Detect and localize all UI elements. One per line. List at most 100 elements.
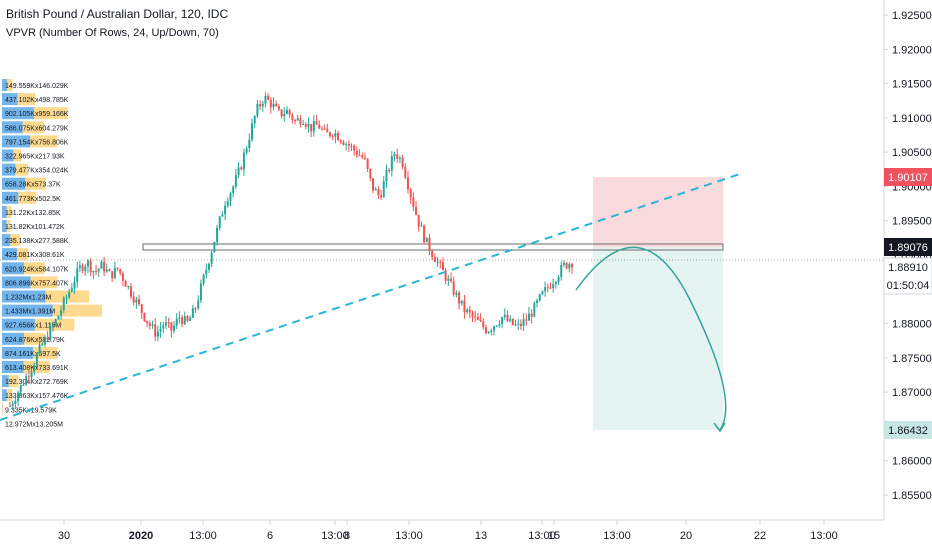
- candle-body: [410, 189, 412, 197]
- candle-body: [442, 262, 444, 270]
- stop-loss-zone[interactable]: [593, 177, 723, 247]
- candle-body: [203, 275, 205, 284]
- candle-body: [68, 292, 70, 297]
- candle-body: [450, 279, 452, 281]
- time-tick-label: 20: [680, 530, 692, 542]
- candle-body: [520, 324, 522, 326]
- candle-body: [9, 406, 11, 407]
- candle-body: [44, 337, 46, 344]
- candle-body: [192, 308, 194, 318]
- candle-body: [246, 148, 248, 153]
- candle-body: [506, 315, 508, 321]
- candle-body: [173, 326, 175, 331]
- vp-row-label: 461.773Kx502.5K: [5, 196, 61, 203]
- vp-row-label: 806.896Kx757.407K: [5, 280, 69, 287]
- countdown-text: 01:50:04: [887, 280, 930, 292]
- candle-body: [504, 315, 506, 317]
- candle-body: [47, 337, 49, 340]
- candle-body: [380, 195, 382, 197]
- candle-body: [232, 187, 234, 193]
- time-tick-label: 22: [754, 530, 766, 542]
- candle-body: [466, 310, 468, 312]
- candle-body: [205, 270, 207, 275]
- candle-body: [447, 279, 449, 281]
- candle-body: [307, 124, 309, 127]
- price-tick-label: 1.89500: [892, 216, 932, 228]
- candle-body: [501, 317, 503, 324]
- vp-row-label: 133.863Kx157.476K: [5, 393, 69, 400]
- candle-body: [95, 271, 97, 272]
- candle-body: [485, 327, 487, 333]
- candle-body: [552, 284, 554, 288]
- time-tick-label: 2020: [129, 530, 153, 542]
- candle-body: [189, 318, 191, 321]
- candle-body: [385, 170, 387, 181]
- candle-body: [463, 301, 465, 313]
- vp-row-label: 192.304Kx272.769K: [5, 379, 69, 386]
- candle-body: [302, 124, 304, 125]
- candle-body: [22, 385, 24, 386]
- vp-row-label: 322.965Kx217.93K: [5, 154, 65, 161]
- candle-body: [364, 157, 366, 158]
- candle-body: [420, 226, 422, 227]
- candle-body: [318, 125, 320, 129]
- candle-body: [114, 268, 116, 279]
- candle-body: [197, 300, 199, 308]
- candle-body: [108, 269, 110, 271]
- candle-body: [547, 287, 549, 288]
- candle-body: [25, 376, 27, 384]
- candle-body: [146, 321, 148, 323]
- candle-body: [111, 271, 113, 278]
- time-tick-label: 15: [548, 530, 560, 542]
- candle-body: [235, 175, 237, 186]
- vp-row-label: 658.28Kx573.37K: [5, 182, 61, 189]
- candle-body: [404, 167, 406, 178]
- candle-body: [391, 156, 393, 171]
- candle-body: [181, 317, 183, 324]
- candle-body: [316, 121, 318, 124]
- candle-body: [477, 317, 479, 320]
- time-tick-label: 6: [267, 530, 273, 542]
- time-tick-label: 13:00: [603, 530, 631, 542]
- candle-body: [334, 133, 336, 137]
- candle-body: [211, 252, 213, 263]
- candle-body: [399, 158, 401, 159]
- candle-body: [359, 155, 361, 156]
- candle-body: [84, 266, 86, 270]
- candle-body: [286, 110, 288, 114]
- symbol-title: British Pound / Australian Dollar, 120, …: [6, 7, 228, 21]
- candle-body: [100, 262, 102, 269]
- candle-body: [281, 109, 283, 116]
- candle-body: [555, 282, 557, 284]
- candle-body: [345, 144, 347, 145]
- candle-body: [224, 206, 226, 215]
- candle-body: [426, 238, 428, 243]
- candle-body: [525, 319, 527, 320]
- candle-body: [531, 314, 533, 317]
- candle-body: [566, 263, 568, 268]
- candle-body: [103, 262, 105, 272]
- candle-body: [135, 299, 137, 302]
- candle-body: [221, 214, 223, 216]
- candle-body: [461, 301, 463, 304]
- candle-body: [342, 142, 344, 145]
- candle-body: [267, 96, 269, 100]
- candle-body: [434, 257, 436, 262]
- candle-body: [20, 385, 22, 392]
- candle-body: [87, 261, 89, 267]
- take-profit-zone[interactable]: [593, 247, 723, 430]
- candle-body: [383, 181, 385, 197]
- time-tick-label: 13:00: [189, 530, 217, 542]
- candle-body: [541, 291, 543, 294]
- candle-body: [170, 322, 172, 330]
- candle-body: [372, 178, 374, 190]
- candle-body: [152, 324, 154, 326]
- price-tick-label: 1.92500: [892, 10, 932, 22]
- candle-body: [125, 281, 127, 287]
- candle-body: [256, 104, 258, 116]
- candle-body: [60, 310, 62, 316]
- candle-body: [310, 124, 312, 131]
